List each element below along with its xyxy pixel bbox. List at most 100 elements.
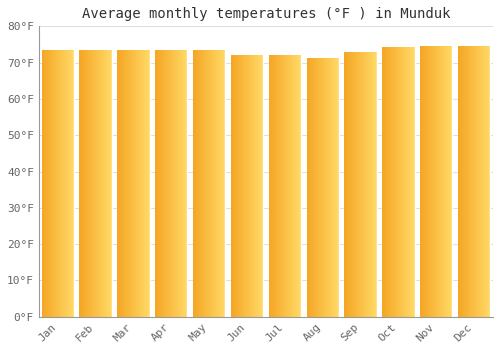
Bar [234,55,235,317]
Bar [101,50,102,317]
Bar [485,46,486,317]
Bar [404,47,405,317]
Bar [349,52,350,317]
Bar [61,50,62,317]
Bar [239,55,240,317]
Bar [398,47,399,317]
Bar [62,50,63,317]
Bar [434,46,435,317]
Bar [243,55,244,317]
Bar [156,50,157,317]
Bar [202,50,203,317]
Bar [65,50,66,317]
Bar [185,50,186,317]
Bar [462,46,463,317]
Bar [105,50,106,317]
Bar [139,50,140,317]
Bar [370,52,371,317]
Bar [278,55,279,317]
Bar [256,55,257,317]
Bar [149,50,150,317]
Bar [299,55,300,317]
Bar [81,50,82,317]
Bar [375,52,376,317]
Bar [92,50,93,317]
Bar [162,50,164,317]
Bar [390,47,391,317]
Bar [389,47,390,317]
Bar [201,50,202,317]
Bar [435,46,436,317]
Bar [466,46,467,317]
Bar [216,50,217,317]
Bar [481,46,482,317]
Bar [473,46,474,317]
Bar [221,50,222,317]
Bar [470,46,471,317]
Bar [200,50,201,317]
Bar [465,46,466,317]
Bar [219,50,220,317]
Bar [279,55,280,317]
Bar [367,52,368,317]
Bar [48,50,49,317]
Bar [430,46,431,317]
Bar [245,55,246,317]
Bar [231,55,232,317]
Bar [249,55,250,317]
Bar [329,57,330,317]
Bar [104,50,105,317]
Bar [56,50,57,317]
Bar [217,50,218,317]
Bar [210,50,211,317]
Bar [58,50,59,317]
Bar [292,55,293,317]
Bar [443,46,444,317]
Bar [258,55,259,317]
Bar [403,47,404,317]
Bar [394,47,395,317]
Bar [293,55,294,317]
Bar [124,50,125,317]
Bar [53,50,54,317]
Bar [345,52,346,317]
Bar [248,55,249,317]
Bar [314,57,315,317]
Bar [80,50,81,317]
Bar [129,50,130,317]
Bar [46,50,47,317]
Bar [255,55,256,317]
Bar [276,55,277,317]
Bar [181,50,182,317]
Bar [326,57,327,317]
Bar [479,46,480,317]
Bar [119,50,120,317]
Bar [171,50,172,317]
Bar [324,57,325,317]
Bar [402,47,403,317]
Bar [177,50,178,317]
Bar [449,46,450,317]
Bar [335,57,336,317]
Bar [427,46,428,317]
Bar [146,50,147,317]
Bar [96,50,97,317]
Bar [106,50,107,317]
Bar [45,50,46,317]
Bar [271,55,272,317]
Bar [308,57,309,317]
Bar [420,46,422,317]
Bar [471,46,472,317]
Bar [212,50,213,317]
Bar [361,52,362,317]
Bar [131,50,132,317]
Bar [429,46,430,317]
Bar [91,50,92,317]
Bar [337,57,338,317]
Bar [187,50,188,317]
Bar [140,50,141,317]
Bar [47,50,48,317]
Bar [474,46,475,317]
Bar [327,57,328,317]
Bar [285,55,286,317]
